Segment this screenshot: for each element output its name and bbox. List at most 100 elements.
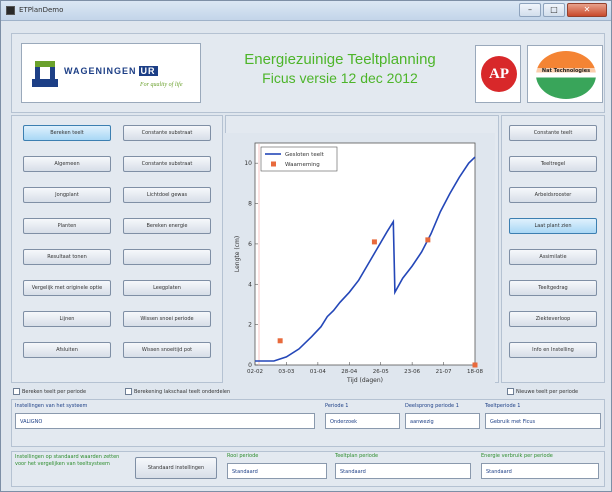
right-button-0[interactable]: Constante teelt — [509, 125, 597, 141]
right-button-2[interactable]: Arbeidsrooster — [509, 187, 597, 203]
rooi-periode-field[interactable]: Standaard — [227, 463, 327, 479]
left-button-7[interactable]: Bereken energie — [123, 218, 211, 234]
y-tick-label: 0 — [248, 362, 252, 369]
left-button-9[interactable] — [123, 249, 211, 265]
nat-technologies-logo: Nat Technologies — [527, 45, 603, 103]
left-button-0[interactable]: Bereken teelt — [23, 125, 111, 141]
left-button-3[interactable]: Constante substraat — [123, 156, 211, 172]
x-tick-label: 02-02 — [247, 369, 263, 375]
ap-logo: AP — [475, 45, 521, 103]
right-button-5[interactable]: Teeltgedrag — [509, 280, 597, 296]
energie-verbruik-field[interactable]: Standaard — [481, 463, 599, 479]
x-tick-label: 23-06 — [404, 369, 420, 375]
x-tick-label: 18-08 — [467, 369, 483, 375]
maximize-button[interactable]: □ — [543, 3, 565, 17]
deelsprong-field[interactable]: aanwezig — [405, 413, 480, 429]
field-label-rooi-periode: Rooi periode — [227, 453, 259, 459]
x-tick-label: 03-03 — [278, 369, 294, 375]
teeltperiode-field[interactable]: Gebruik met Ficus — [485, 413, 601, 429]
left-button-4[interactable]: Jongplant — [23, 187, 111, 203]
client-area: WAGENINGEN UR For quality of life Energie… — [5, 23, 607, 489]
left-button-11[interactable]: Leegplaten — [123, 280, 211, 296]
y-axis-label: Lengte (cm) — [234, 236, 241, 272]
systeem-field[interactable]: VALIGNO — [15, 413, 315, 429]
checkbox-box[interactable] — [507, 388, 514, 395]
y-tick-label: 10 — [244, 160, 252, 167]
left-button-10[interactable]: Vergelijk met originele optie — [23, 280, 111, 296]
growth-chart-svg: 0 2 4 6 8 10 02-02 03-03 01-04 28-04 26-05 23-06 21-… — [234, 142, 483, 384]
ap-logo-mark: AP — [481, 56, 517, 92]
data-point-1-0 — [277, 338, 283, 344]
x-tick-label: 26-05 — [373, 369, 389, 375]
x-tick-label: 28-04 — [341, 369, 357, 375]
checkbox-label: Bereken teelt per periode — [22, 388, 87, 395]
right-button-3[interactable]: Laat plant zien — [509, 218, 597, 234]
nat-logo-text: Nat Technologies — [531, 68, 601, 74]
title-line-2: Ficus versie 12 dec 2012 — [262, 70, 418, 86]
left-button-5[interactable]: Lichtdoel gewas — [123, 187, 211, 203]
checkbox-box[interactable] — [13, 388, 20, 395]
nat-logo-mark-icon — [536, 51, 596, 99]
right-button-4[interactable]: Assimilatie — [509, 249, 597, 265]
x-axis-label: Tijd (dagen) — [346, 377, 383, 384]
right-button-7[interactable]: Info en Instelling — [509, 342, 597, 358]
logo-ur-badge: UR — [138, 66, 158, 76]
field-label-systeem: Instellingen van het systeem — [15, 403, 88, 409]
data-point-1-3 — [472, 362, 478, 368]
y-tick-label: 4 — [248, 281, 252, 288]
teeltplan-periode-field[interactable]: Standaard — [335, 463, 471, 479]
page-title: Energiezuinige Teeltplanning Ficus versi… — [215, 51, 465, 87]
checkbox-label: Berekening lakschaal teelt onderdelen — [134, 388, 231, 395]
window-title: ETPlanDemo — [19, 6, 64, 14]
legend-swatch-1 — [271, 161, 276, 167]
y-tick-label: 6 — [248, 241, 252, 248]
checkbox-bereken-teelt[interactable]: Bereken teelt per periode — [13, 388, 86, 395]
data-point-1-2 — [425, 237, 431, 243]
app-icon — [6, 6, 15, 15]
logo-tagline: For quality of life — [140, 82, 183, 88]
checkbox-box[interactable] — [125, 388, 132, 395]
field-label-teeltplan-periode: Teeltplan periode — [335, 453, 379, 459]
left-button-6[interactable]: Planten — [23, 218, 111, 234]
left-button-13[interactable]: Wissen snoei periode — [123, 311, 211, 327]
wageningen-mark-icon — [32, 61, 58, 87]
legend-box — [260, 146, 338, 172]
growth-chart: 0 2 4 6 8 10 02-02 03-03 01-04 28-04 26-05 23-06 21-… — [225, 133, 495, 393]
legend-label-1: Waarneming — [285, 162, 320, 168]
y-tick-label: 8 — [248, 201, 252, 208]
window-controls: – □ ✕ — [519, 3, 607, 17]
left-button-2[interactable]: Algemeen — [23, 156, 111, 172]
periode-1-field[interactable]: Onderzoek — [325, 413, 400, 429]
field-label-teeltperiode: Teeltperiode 1 — [485, 403, 521, 409]
legend-label-0: Gesloten teelt — [285, 152, 325, 158]
field-label-periode-1: Periode 1 — [325, 403, 349, 409]
standard-settings-intro: Instellingen op standaard waarden zetten… — [15, 454, 120, 467]
left-button-1[interactable]: Constante substraat — [123, 125, 211, 141]
y-tick-label: 2 — [248, 322, 252, 329]
left-button-15[interactable]: Wissen snoeitijd pot — [123, 342, 211, 358]
right-button-6[interactable]: Ziekteverloop — [509, 311, 597, 327]
logo-wordmark-text: WAGENINGEN — [64, 66, 137, 76]
plot-area — [254, 142, 476, 366]
left-button-14[interactable]: Afsluiten — [23, 342, 111, 358]
field-label-deelsprong: Deelsprong periode 1 — [405, 403, 459, 409]
field-label-energie-verbruik: Energie verbruik per periode — [481, 453, 553, 459]
standard-settings-button[interactable]: Standaard instellingen — [135, 457, 217, 479]
logo-wordmark: WAGENINGEN UR — [64, 66, 158, 76]
data-point-1-1 — [371, 239, 377, 245]
title-bar[interactable]: ETPlanDemo – □ ✕ — [1, 1, 611, 21]
right-button-1[interactable]: Teeltregel — [509, 156, 597, 172]
x-tick-label: 21-07 — [436, 369, 452, 375]
wageningen-logo: WAGENINGEN UR For quality of life — [21, 43, 201, 103]
close-button[interactable]: ✕ — [567, 3, 607, 17]
checkbox-nieuwe-teelt[interactable]: Nieuwe teelt per periode — [507, 388, 578, 395]
checkbox-label: Nieuwe teelt per periode — [516, 388, 579, 395]
left-button-8[interactable]: Resultaat tonen — [23, 249, 111, 265]
minimize-button[interactable]: – — [519, 3, 541, 17]
series-line-0 — [255, 156, 476, 362]
left-button-12[interactable]: Lijnen — [23, 311, 111, 327]
checkbox-berekening-lakschaal[interactable]: Berekening lakschaal teelt onderdelen — [125, 388, 230, 395]
title-line-1: Energiezuinige Teeltplanning — [244, 51, 436, 68]
x-tick-label: 01-04 — [310, 369, 326, 375]
